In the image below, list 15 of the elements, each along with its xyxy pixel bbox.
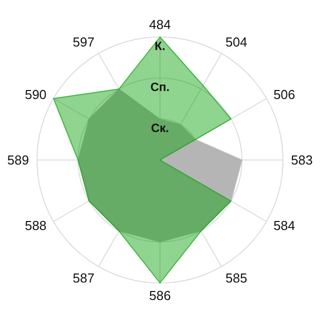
spoke-label: 587 — [72, 270, 94, 286]
spoke-label: 586 — [149, 288, 171, 304]
spoke-label: 484 — [149, 17, 171, 32]
spoke-label: 584 — [273, 218, 296, 234]
spoke-label: 588 — [24, 218, 47, 234]
spoke-label: 589 — [7, 152, 29, 168]
spoke-label: 590 — [24, 87, 47, 102]
spoke-label: 506 — [273, 87, 296, 102]
spoke-label: 597 — [72, 34, 94, 50]
y-tick-label: Сп. — [150, 80, 170, 94]
spoke-label: 585 — [226, 270, 248, 286]
y-tick-label: Ск. — [150, 121, 170, 135]
spoke-label: 504 — [226, 34, 248, 50]
spoke-label: 583 — [291, 152, 313, 168]
y-tick-label: К. — [154, 39, 166, 53]
